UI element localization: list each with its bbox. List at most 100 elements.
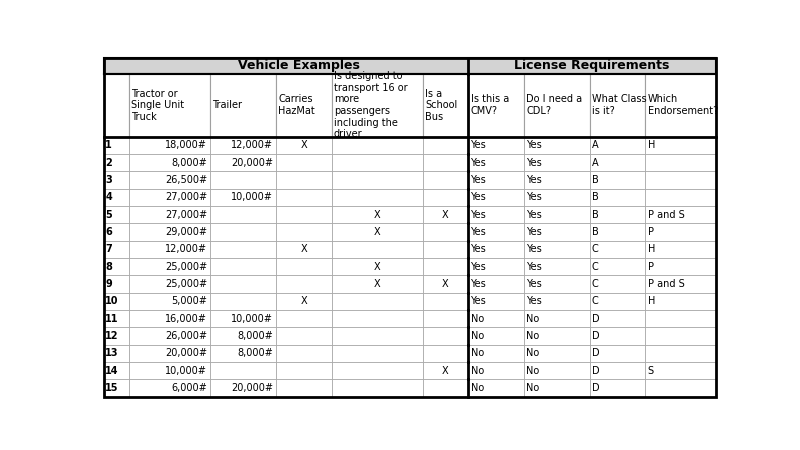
Text: D: D [592, 366, 599, 376]
Bar [210, 74, 276, 137]
Bar [276, 74, 331, 137]
Bar [524, 171, 590, 189]
Bar [276, 258, 331, 275]
Bar [524, 154, 590, 171]
Bar [104, 206, 129, 223]
Text: No: No [526, 366, 539, 376]
Bar [468, 74, 524, 137]
Bar [104, 327, 129, 345]
Text: 5,000#: 5,000# [171, 296, 207, 306]
Text: Yes: Yes [526, 227, 542, 237]
Text: 11: 11 [106, 314, 119, 324]
Bar [646, 362, 716, 379]
Bar [646, 345, 716, 362]
Text: P: P [648, 261, 654, 272]
Bar [129, 379, 210, 396]
Bar [422, 379, 468, 396]
Bar [590, 171, 646, 189]
Text: 20,000#: 20,000# [231, 383, 273, 393]
Bar [276, 241, 331, 258]
Bar [590, 327, 646, 345]
Bar [104, 154, 129, 171]
Text: 8: 8 [106, 261, 112, 272]
Bar [646, 154, 716, 171]
Text: No: No [470, 331, 484, 341]
Bar [129, 74, 210, 137]
Text: 20,000#: 20,000# [231, 158, 273, 168]
Text: 6: 6 [106, 227, 112, 237]
Bar [331, 292, 422, 310]
Bar [468, 379, 524, 396]
Bar [129, 189, 210, 206]
Text: 15: 15 [106, 383, 119, 393]
Text: X: X [374, 279, 381, 289]
Bar [646, 292, 716, 310]
Bar [646, 171, 716, 189]
Bar [590, 275, 646, 292]
Text: 27,000#: 27,000# [165, 192, 207, 202]
Text: 18,000#: 18,000# [165, 140, 207, 150]
Text: Yes: Yes [470, 296, 486, 306]
Text: X: X [442, 366, 449, 376]
Bar [646, 327, 716, 345]
Bar [276, 310, 331, 327]
Bar [422, 171, 468, 189]
Bar [276, 362, 331, 379]
Text: Yes: Yes [526, 261, 542, 272]
Bar [276, 171, 331, 189]
Text: 26,000#: 26,000# [165, 331, 207, 341]
Text: Yes: Yes [526, 140, 542, 150]
Bar [331, 154, 422, 171]
Bar [104, 292, 129, 310]
Bar [104, 379, 129, 396]
Bar [331, 275, 422, 292]
Bar [210, 171, 276, 189]
Bar [590, 223, 646, 241]
Bar [210, 275, 276, 292]
Text: 12,000#: 12,000# [231, 140, 273, 150]
Text: 7: 7 [106, 244, 112, 254]
Text: 6,000#: 6,000# [171, 383, 207, 393]
Bar [468, 223, 524, 241]
Text: Yes: Yes [470, 261, 486, 272]
Bar [129, 345, 210, 362]
Bar [210, 137, 276, 154]
Text: Tractor or
Single Unit
Truck: Tractor or Single Unit Truck [131, 89, 185, 122]
Bar [468, 310, 524, 327]
Text: Yes: Yes [470, 279, 486, 289]
Bar [468, 241, 524, 258]
Text: H: H [648, 140, 655, 150]
Bar [331, 171, 422, 189]
Text: 9: 9 [106, 279, 112, 289]
Text: 12,000#: 12,000# [165, 244, 207, 254]
Text: 16,000#: 16,000# [165, 314, 207, 324]
Bar [210, 345, 276, 362]
Bar [104, 362, 129, 379]
Bar [524, 258, 590, 275]
Text: No: No [470, 366, 484, 376]
Bar [129, 171, 210, 189]
Text: No: No [526, 331, 539, 341]
Text: Which
Endorsement?: Which Endorsement? [648, 94, 718, 116]
Text: No: No [526, 348, 539, 358]
Bar [422, 345, 468, 362]
Text: C: C [592, 279, 598, 289]
Bar [590, 292, 646, 310]
Bar [524, 137, 590, 154]
Bar [590, 310, 646, 327]
Bar [524, 327, 590, 345]
Bar [331, 345, 422, 362]
Bar [590, 345, 646, 362]
Text: Carries
HazMat: Carries HazMat [278, 94, 315, 116]
Text: Yes: Yes [526, 244, 542, 254]
Bar [422, 275, 468, 292]
Text: D: D [592, 383, 599, 393]
Bar [646, 223, 716, 241]
Text: 14: 14 [106, 366, 119, 376]
Text: No: No [470, 348, 484, 358]
Bar [422, 223, 468, 241]
Bar [276, 327, 331, 345]
Bar [104, 58, 716, 74]
Text: X: X [301, 244, 307, 254]
Bar [210, 223, 276, 241]
